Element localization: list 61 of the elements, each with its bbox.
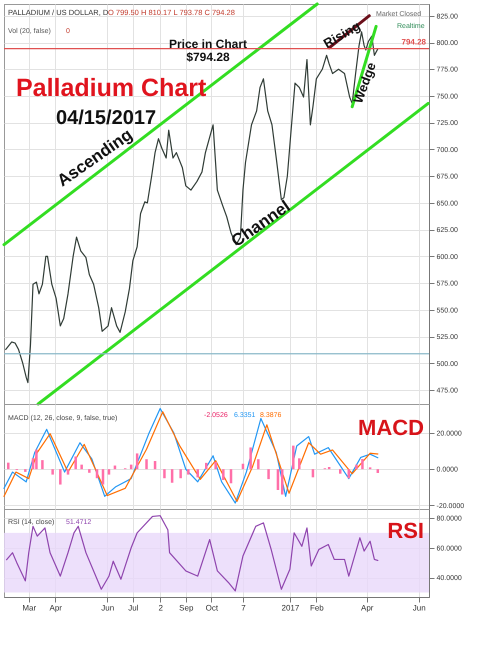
bar xyxy=(242,464,244,470)
bar xyxy=(59,469,62,485)
bar xyxy=(88,469,91,473)
bar xyxy=(361,459,364,470)
bar xyxy=(376,469,380,473)
bar xyxy=(136,453,138,470)
bar xyxy=(280,469,284,495)
bar xyxy=(96,469,98,478)
bar xyxy=(7,462,10,470)
bar xyxy=(257,459,260,470)
bar xyxy=(145,459,148,470)
bar xyxy=(74,456,77,470)
annotation: MACD xyxy=(358,415,424,440)
annotation: $794.28 xyxy=(186,50,230,64)
x-tick-label: 2017 xyxy=(281,604,300,612)
x-tick-label: Apr xyxy=(360,604,374,612)
x-tick-label: 7 xyxy=(241,604,246,612)
x-tick-label: Jun xyxy=(412,604,426,612)
x-tick-label: Apr xyxy=(49,604,62,612)
x-tick-label: Oct xyxy=(206,604,219,612)
bar xyxy=(130,464,132,470)
annotation: Price in Chart xyxy=(168,37,248,51)
bar xyxy=(24,469,27,472)
bar xyxy=(179,469,182,478)
bar xyxy=(114,466,116,470)
bar xyxy=(41,460,44,470)
x-tick-label: 2 xyxy=(158,604,164,612)
bar xyxy=(102,469,104,485)
bar xyxy=(292,446,295,470)
bar xyxy=(187,469,190,475)
bar xyxy=(222,469,225,480)
x-tick-label: Jun xyxy=(101,604,114,612)
x-tick-label: Feb xyxy=(310,604,324,612)
x-tick-label: Mar xyxy=(22,604,36,612)
line-series xyxy=(6,515,378,592)
bar xyxy=(249,447,252,470)
x-tick-label: Jul xyxy=(128,604,139,612)
bar xyxy=(267,469,270,480)
bar xyxy=(276,469,280,490)
bar xyxy=(355,464,358,470)
bar xyxy=(80,464,83,470)
bar xyxy=(170,469,174,483)
text: Palladium Chart xyxy=(16,74,207,102)
bar xyxy=(154,461,156,470)
annotation: RSI xyxy=(387,518,424,543)
bar xyxy=(298,458,301,470)
bar xyxy=(35,450,38,470)
bar xyxy=(338,469,342,474)
bar xyxy=(214,462,217,470)
bar xyxy=(163,469,166,478)
bar xyxy=(230,469,232,484)
bar xyxy=(196,469,199,478)
bar xyxy=(108,469,110,475)
ref-line-label: 794.28 xyxy=(402,38,427,47)
bar xyxy=(66,469,70,475)
bar xyxy=(51,469,54,475)
bar xyxy=(348,469,350,478)
bar xyxy=(312,469,314,478)
x-tick-label: Sep xyxy=(179,604,194,612)
bar xyxy=(205,462,208,470)
text: 04/15/2017 xyxy=(56,107,156,129)
